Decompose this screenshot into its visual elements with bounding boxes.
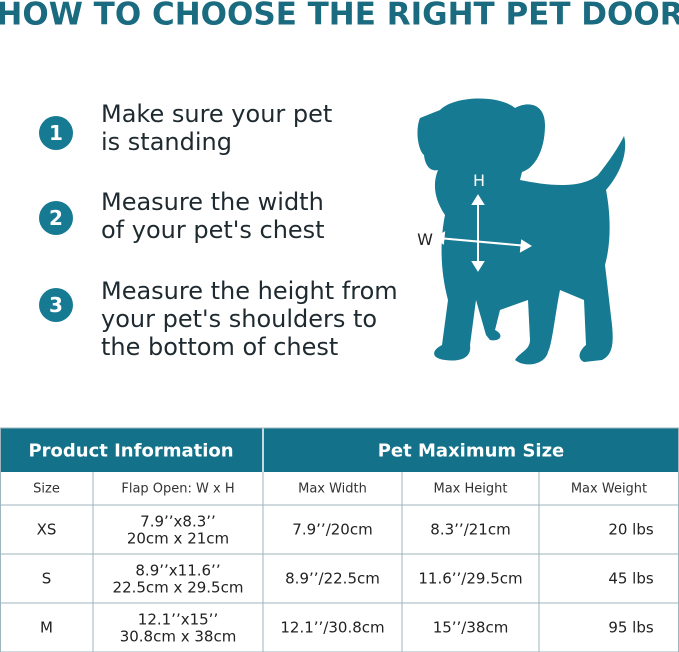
step-text: your pet's shoulders to xyxy=(101,305,377,333)
table-cell: 22.5cm x 29.5cm xyxy=(113,579,244,597)
group-header: Pet Maximum Size xyxy=(378,441,565,462)
title: HOW TO CHOOSE THE RIGHT PET DOOR xyxy=(0,0,679,33)
column-header: Max Width xyxy=(298,482,367,497)
table-cell: XS xyxy=(37,521,57,539)
width-label: W xyxy=(417,230,433,249)
step-text: Make sure your pet xyxy=(101,100,332,128)
table-cell: 8.9’’/22.5cm xyxy=(285,570,380,588)
table-header-band xyxy=(0,428,679,472)
height-label: H xyxy=(473,171,485,190)
step-text: the bottom of chest xyxy=(101,333,338,361)
step-number: 1 xyxy=(49,121,63,145)
step-text: Measure the width xyxy=(101,188,324,216)
measure-arrows xyxy=(434,194,532,272)
step-circle xyxy=(39,116,73,150)
step-text: of your pet's chest xyxy=(101,216,325,244)
step-number: 2 xyxy=(49,206,63,230)
table-cell: 30.8cm x 38cm xyxy=(120,628,237,646)
group-header: Product Information xyxy=(28,441,233,462)
step-circle xyxy=(39,201,73,235)
step-number: 3 xyxy=(49,293,63,317)
table-cell: 45 lbs xyxy=(608,570,654,588)
table-cell: 15’’/38cm xyxy=(433,619,509,637)
table-cell: 8.9’’x11.6’’ xyxy=(135,562,220,580)
table-cell: 12.1’’x15’’ xyxy=(138,611,218,629)
table-cell: 20 lbs xyxy=(608,521,654,539)
table-cell: 20cm x 21cm xyxy=(127,530,229,548)
table-cell: 7.9’’/20cm xyxy=(292,521,372,539)
step-text: Measure the height from xyxy=(101,277,398,305)
column-header: Flap Open: W x H xyxy=(121,482,234,497)
dog-silhouette xyxy=(417,98,626,365)
table-cell: 8.3’’/21cm xyxy=(430,521,510,539)
table-cell: M xyxy=(40,619,53,637)
column-header: Max Weight xyxy=(571,482,647,497)
table-cell: 11.6’’/29.5cm xyxy=(418,570,522,588)
step-text: is standing xyxy=(101,128,232,156)
table-cell: 7.9’’x8.3’’ xyxy=(140,513,216,531)
column-header: Size xyxy=(33,482,60,497)
table-cell: 95 lbs xyxy=(608,619,654,637)
column-header: Max Height xyxy=(434,482,508,497)
step-circle xyxy=(39,288,73,322)
table-cell: S xyxy=(42,570,52,588)
table-cell: 12.1’’/30.8cm xyxy=(280,619,384,637)
